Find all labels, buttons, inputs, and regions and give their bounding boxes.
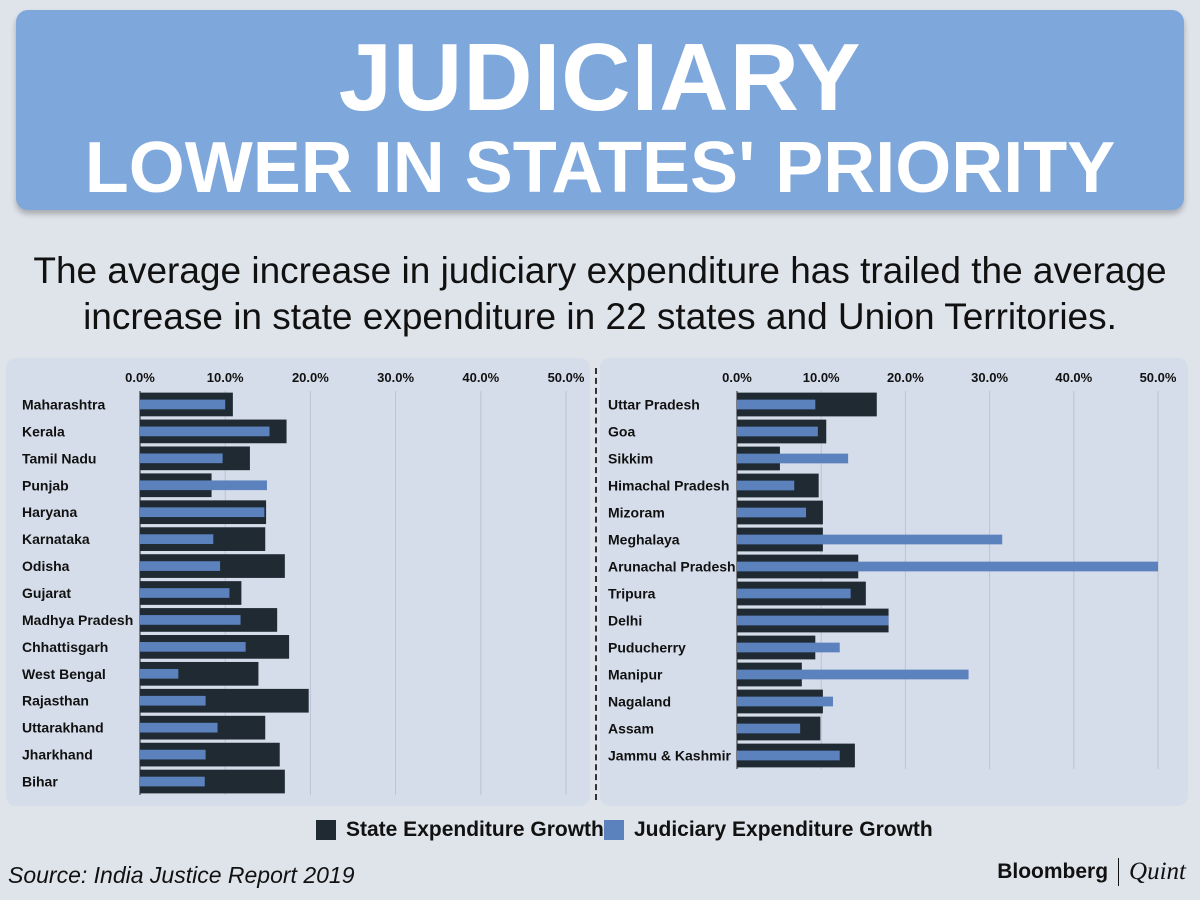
left-chart-panel [6, 358, 590, 806]
title-line-2: LOWER IN STATES' PRIORITY [84, 128, 1116, 208]
bar-state [140, 661, 259, 686]
brand-logo: Bloomberg Quint [997, 858, 1186, 886]
category-label: Himachal Pradesh [608, 478, 729, 494]
category-label: Jammu & Kashmir [608, 748, 731, 764]
legend: State Expenditure Growth Judiciary Expen… [0, 818, 1200, 846]
right-bar-chart: 0.0% 10.0% 20.0% 30.0% 40.0% 50.0% Uttar Prade… [608, 370, 1177, 769]
category-label: Assam [608, 721, 654, 737]
bar-judiciary [140, 480, 267, 491]
category-label: Jharkhand [22, 747, 93, 763]
bar-judiciary [737, 399, 816, 410]
x-tick-label: 50.0% [548, 370, 585, 385]
category-label: Karnataka [22, 531, 90, 547]
x-tick-label: 30.0% [971, 370, 1008, 385]
bar-judiciary [140, 534, 214, 544]
category-label: Meghalaya [608, 532, 680, 548]
category-label: Nagaland [608, 694, 671, 710]
legend-label-state: State Expenditure Growth [346, 818, 604, 841]
category-label: Manipur [608, 667, 663, 683]
category-label: Arunachal Pradesh [608, 559, 736, 575]
brand-name: Bloomberg [997, 860, 1109, 883]
subtitle-line-1: The average increase in judiciary expend… [33, 250, 1167, 291]
bar-judiciary [737, 723, 801, 734]
category-label: Madhya Pradesh [22, 612, 133, 628]
bar-judiciary [140, 588, 230, 598]
bar-judiciary [140, 561, 221, 571]
category-label: Sikkim [608, 451, 653, 467]
legend-item-judiciary: Judiciary Expenditure Growth [604, 818, 933, 842]
bar-judiciary [140, 615, 241, 625]
category-label: Uttar Pradesh [608, 397, 700, 413]
x-tick-label: 40.0% [462, 370, 499, 385]
bar-judiciary [737, 669, 969, 680]
bar-state [140, 688, 309, 713]
category-label: Mizoram [608, 505, 665, 521]
category-label: Puducherry [608, 640, 686, 656]
category-label: Kerala [22, 423, 65, 439]
right-chart-panel [600, 358, 1188, 806]
category-label: West Bengal [22, 666, 106, 682]
category-label: Maharashtra [22, 396, 105, 412]
bar-judiciary [737, 750, 840, 761]
category-label: Rajasthan [22, 693, 89, 709]
panel-divider [595, 368, 597, 800]
left-bar-chart: 0.0% 10.0% 20.0% 30.0% 40.0% 50.0% Maharashtra… [22, 370, 585, 795]
category-label: Punjab [22, 477, 69, 493]
bar-judiciary [140, 749, 206, 760]
legend-item-state: State Expenditure Growth [316, 818, 604, 842]
x-tick-label: 50.0% [1140, 370, 1177, 385]
category-label: Haryana [22, 504, 77, 520]
category-label: Tripura [608, 586, 656, 602]
bar-judiciary [737, 480, 795, 491]
bar-judiciary [140, 722, 218, 733]
legend-label-judiciary: Judiciary Expenditure Growth [634, 818, 933, 841]
title-banner: JUDICIARY LOWER IN STATES' PRIORITY [16, 10, 1184, 210]
bar-judiciary [140, 507, 265, 518]
title-line-1: JUDICIARY [338, 24, 862, 131]
bar-judiciary [737, 615, 889, 626]
bar-judiciary [140, 399, 226, 410]
bar-judiciary [140, 453, 223, 464]
bar-judiciary [140, 642, 246, 652]
bar-state [140, 742, 280, 767]
x-tick-label: 40.0% [1055, 370, 1092, 385]
category-label: Uttarakhand [22, 720, 104, 736]
bar-judiciary [737, 561, 1158, 572]
bar-state [140, 769, 285, 794]
category-label: Goa [608, 424, 635, 440]
bar-judiciary [737, 642, 840, 653]
bar-judiciary [737, 588, 851, 599]
bar-judiciary [737, 534, 1003, 545]
bar-judiciary [140, 695, 206, 706]
category-label: Delhi [608, 613, 642, 629]
category-label: Gujarat [22, 585, 71, 601]
x-tick-label: 10.0% [207, 370, 244, 385]
bar-judiciary [140, 776, 205, 787]
x-tick-label: 10.0% [803, 370, 840, 385]
brand-partner: Quint [1129, 858, 1186, 885]
subtitle-line-2: increase in state expenditure in 22 stat… [83, 296, 1117, 337]
category-label: Tamil Nadu [22, 450, 96, 466]
bar-judiciary [140, 426, 270, 437]
x-tick-label: 0.0% [722, 370, 752, 385]
bar-judiciary [737, 507, 807, 518]
legend-swatch-state [316, 820, 336, 840]
legend-swatch-judiciary [604, 820, 624, 840]
x-tick-label: 20.0% [887, 370, 924, 385]
x-tick-label: 0.0% [125, 370, 155, 385]
bar-judiciary [140, 668, 179, 679]
category-label: Bihar [22, 774, 58, 790]
bar-judiciary [737, 426, 818, 437]
bar-judiciary [737, 696, 833, 707]
category-label: Odisha [22, 558, 70, 574]
x-tick-label: 30.0% [377, 370, 414, 385]
bar-judiciary [737, 453, 849, 464]
brand-separator [1118, 858, 1120, 886]
x-tick-label: 20.0% [292, 370, 329, 385]
category-label: Chhattisgarh [22, 639, 108, 655]
source-note: Source: India Justice Report 2019 [8, 862, 355, 888]
subtitle: The average increase in judiciary expend… [0, 248, 1200, 340]
